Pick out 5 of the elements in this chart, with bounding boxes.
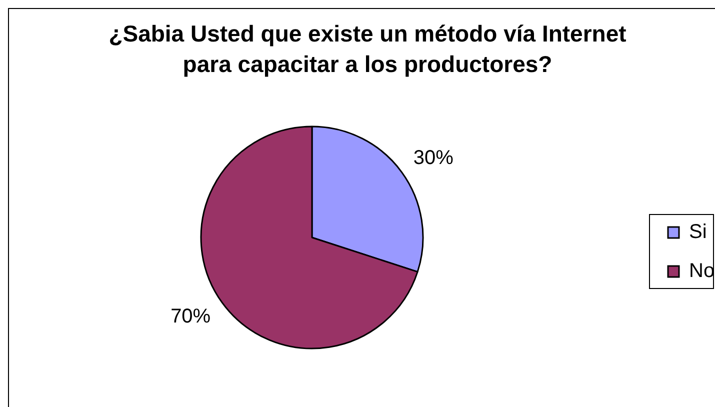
legend-label: No <box>689 260 715 282</box>
legend-label: Si <box>689 221 707 244</box>
data-label: 30% <box>413 146 454 169</box>
chart-title: ¿Sabia Usted que existe un método vía Internet para capacitar a los productores? <box>108 20 627 78</box>
data-label: 70% <box>170 305 211 328</box>
